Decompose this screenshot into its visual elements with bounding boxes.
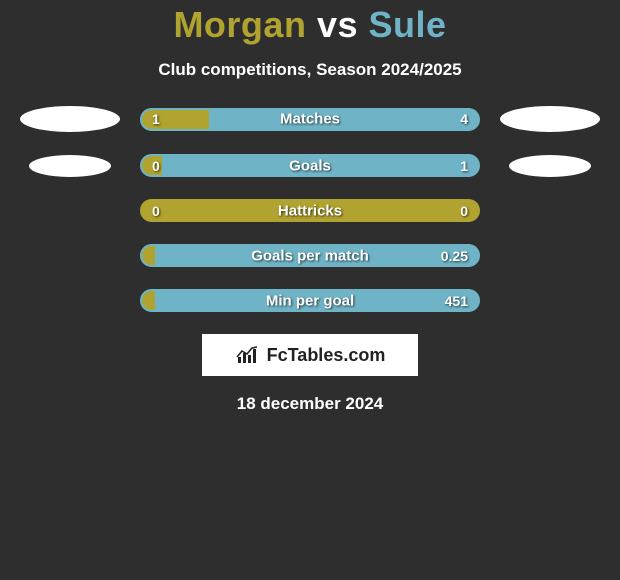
chart-icon [235,345,261,365]
stat-bar-fill [142,291,155,310]
stat-bar: 0 Hattricks 0 [140,199,480,222]
vs-text: vs [317,4,358,45]
right-slot [500,106,600,132]
subtitle: Club competitions, Season 2024/2025 [0,60,620,80]
stat-left-value: 0 [152,158,160,174]
stat-row: 1 Matches 4 [0,106,620,132]
stat-label: Hattricks [278,202,342,219]
stat-label: Min per goal [266,292,354,309]
left-slot [20,155,120,177]
player2-badge [509,155,591,177]
source-badge[interactable]: FcTables.com [202,334,418,376]
stat-left-value: 1 [152,111,160,127]
stat-label: Goals [289,157,331,174]
stat-bar: Goals per match 0.25 [140,244,480,267]
stat-row: 0 Hattricks 0 [0,199,620,222]
stats-bars: 1 Matches 4 0 Goals 1 0 Hattricks 0 Goals per mat… [0,106,620,312]
stat-bar: Min per goal 451 [140,289,480,312]
stat-bar-fill [142,246,155,265]
date-text: 18 december 2024 [0,394,620,414]
stat-left-value: 0 [152,203,160,219]
stat-bar: 1 Matches 4 [140,108,480,131]
player2-badge [500,106,600,132]
stat-right-value: 1 [460,158,468,174]
left-slot [20,106,120,132]
stat-right-value: 0.25 [441,248,468,264]
player1-name: Morgan [173,4,306,45]
stat-right-value: 4 [460,111,468,127]
stat-right-value: 0 [460,203,468,219]
source-text: FcTables.com [267,345,386,366]
stat-bar: 0 Goals 1 [140,154,480,177]
stat-row: 0 Goals 1 [0,154,620,177]
player1-badge [29,155,111,177]
stat-label: Goals per match [251,247,369,264]
player2-name: Sule [369,4,447,45]
widget-container: Morgan vs Sule Club competitions, Season… [0,0,620,414]
comparison-title: Morgan vs Sule [0,4,620,46]
player1-badge [20,106,120,132]
right-slot [500,155,600,177]
stat-label: Matches [280,111,340,128]
stat-row: Min per goal 451 [0,289,620,312]
stat-right-value: 451 [445,293,468,309]
stat-row: Goals per match 0.25 [0,244,620,267]
